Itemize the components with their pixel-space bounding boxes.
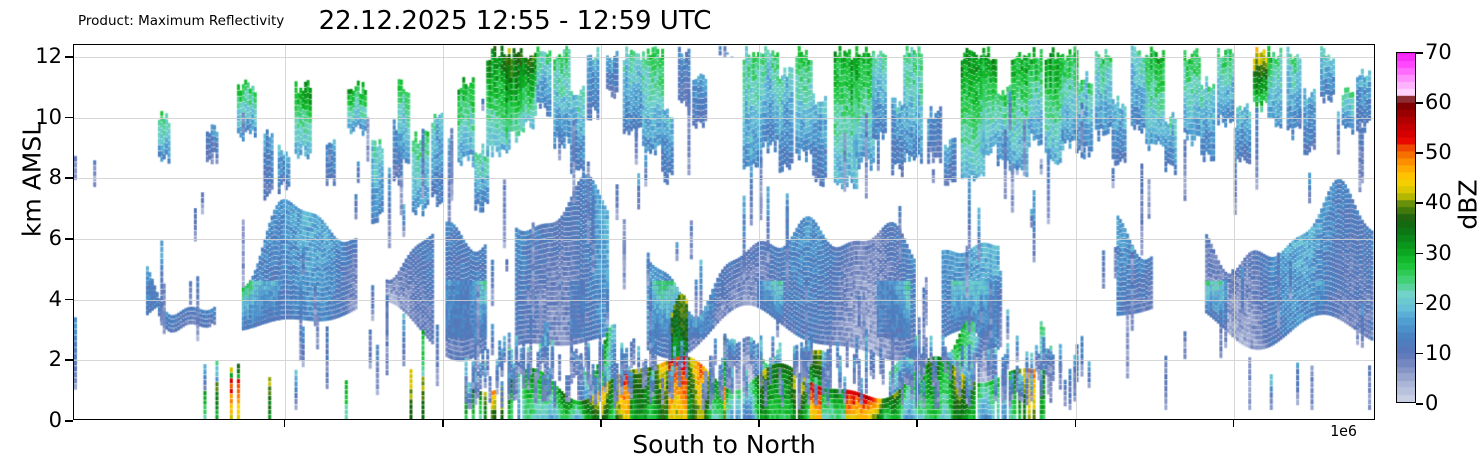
x-tick-mark [283, 420, 286, 427]
colorbar-tick-mark [1416, 302, 1423, 305]
y-tick-mark [65, 56, 73, 58]
colorbar-tick-label: 70 [1425, 40, 1452, 64]
colorbar-tick-mark [1416, 403, 1423, 405]
x-axis-offset-label: 1e6 [1330, 422, 1358, 440]
y-tick-label: 6 [48, 226, 62, 251]
colorbar-tick-label: 0 [1425, 391, 1439, 415]
colorbar-tick-label: 10 [1425, 340, 1452, 365]
y-tick-mark [65, 420, 73, 422]
product-label: Product: Maximum Reflectivity [78, 13, 285, 29]
x-tick-mark [758, 420, 760, 427]
x-tick-mark [1074, 420, 1077, 427]
colorbar-tick-label: 60 [1425, 90, 1452, 115]
x-axis-title: South to North [632, 430, 816, 459]
y-axis-title: km AMSL [17, 121, 47, 238]
x-tick-mark [1232, 420, 1235, 427]
colorbar-tick-label: 40 [1425, 190, 1452, 215]
colorbar-tick-mark [1416, 252, 1423, 255]
y-tick-label: 12 [35, 44, 62, 69]
y-tick-label: 0 [48, 408, 62, 432]
colorbar-tick-mark [1416, 52, 1423, 54]
y-tick-label: 4 [48, 286, 62, 311]
plot-area [73, 44, 1375, 420]
x-tick-mark [441, 420, 444, 427]
reflectivity-heatmap [74, 45, 1374, 419]
colorbar-tick-mark [1416, 152, 1423, 154]
colorbar-title: dBZ [1453, 179, 1482, 230]
x-tick-mark [600, 420, 602, 427]
colorbar-gradient [1396, 52, 1416, 403]
page-title: 22.12.2025 12:55 - 12:59 UTC [318, 6, 712, 36]
colorbar-tick-mark [1416, 202, 1423, 204]
colorbar-tick-label: 50 [1425, 140, 1452, 165]
colorbar-tick-label: 30 [1425, 240, 1452, 265]
y-tick-label: 10 [35, 104, 62, 129]
colorbar-tick-mark [1416, 102, 1423, 104]
y-tick-label: 8 [48, 165, 62, 190]
colorbar-tick-label: 20 [1425, 290, 1452, 315]
y-axis-tick-labels: 0 2 4 6 8 10 12 [0, 0, 62, 470]
y-tick-label: 2 [48, 347, 62, 372]
y-tick-mark [65, 116, 73, 119]
x-tick-mark [916, 420, 918, 427]
colorbar-tick-mark [1416, 352, 1423, 355]
y-tick-mark [65, 298, 73, 301]
colorbar-canvas [1397, 53, 1415, 402]
colorbar [1396, 52, 1416, 403]
y-tick-mark [65, 238, 73, 240]
y-tick-mark [65, 177, 73, 179]
y-tick-mark [65, 359, 73, 361]
